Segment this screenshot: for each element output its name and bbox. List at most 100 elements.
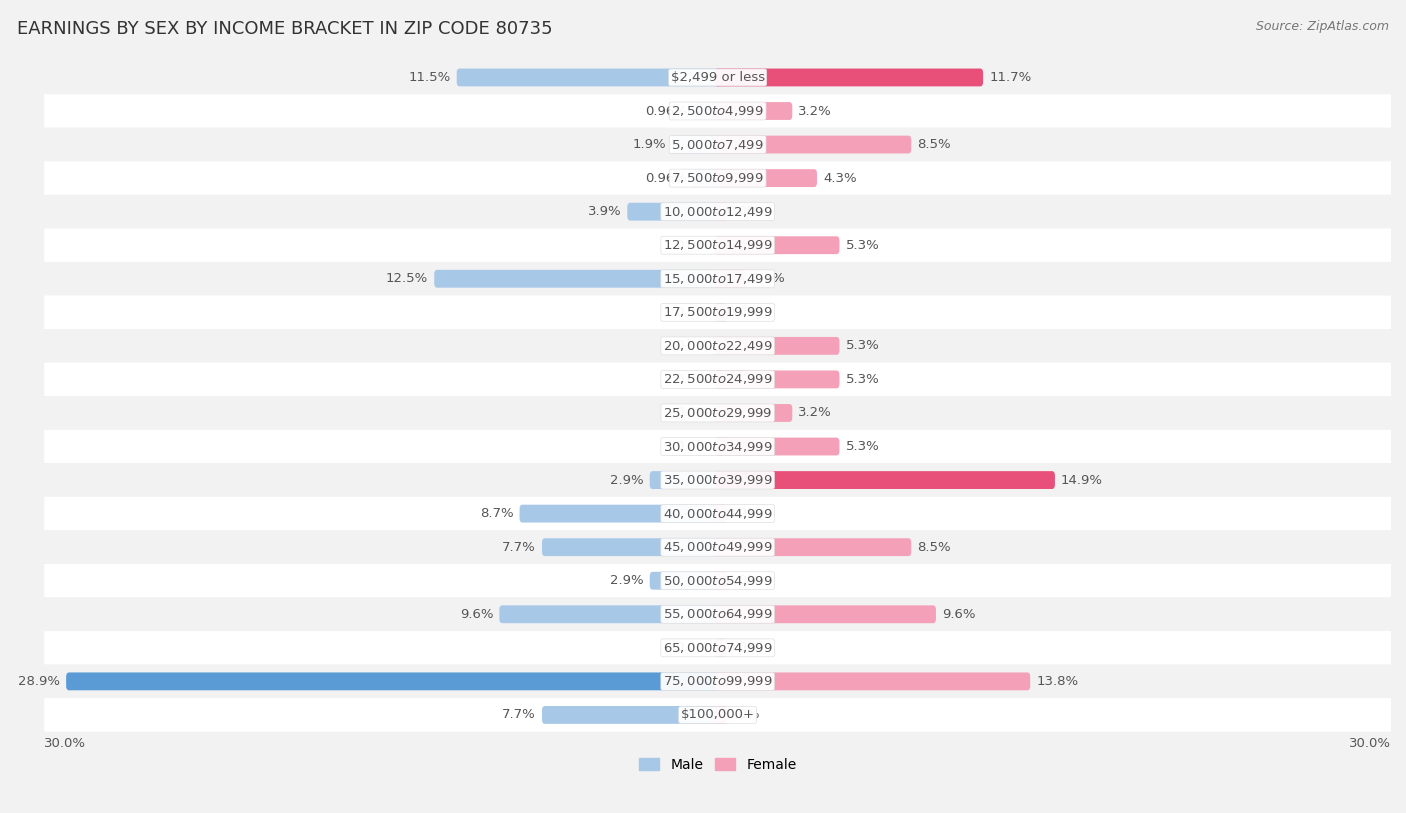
Text: $15,000 to $17,499: $15,000 to $17,499 [662,272,772,285]
Text: 8.7%: 8.7% [479,507,513,520]
FancyBboxPatch shape [714,337,727,354]
FancyBboxPatch shape [44,128,1391,161]
Text: 7.7%: 7.7% [502,541,536,554]
Text: 8.5%: 8.5% [917,541,950,554]
Text: 3.2%: 3.2% [799,105,832,118]
FancyBboxPatch shape [714,437,727,455]
FancyBboxPatch shape [714,706,727,724]
FancyBboxPatch shape [714,371,727,389]
FancyBboxPatch shape [44,94,1391,128]
Text: 0.96%: 0.96% [645,105,688,118]
FancyBboxPatch shape [44,564,1391,598]
FancyBboxPatch shape [541,706,720,724]
FancyBboxPatch shape [650,572,720,589]
FancyBboxPatch shape [44,664,1391,698]
Text: 3.9%: 3.9% [588,205,621,218]
Text: 2.9%: 2.9% [610,574,644,587]
Text: $30,000 to $34,999: $30,000 to $34,999 [662,440,772,454]
Text: 0.0%: 0.0% [675,641,709,654]
FancyBboxPatch shape [714,371,839,389]
Text: 0.0%: 0.0% [675,306,709,319]
Text: $5,000 to $7,499: $5,000 to $7,499 [671,137,763,151]
FancyBboxPatch shape [44,396,1391,430]
FancyBboxPatch shape [714,136,911,154]
FancyBboxPatch shape [650,472,720,489]
FancyBboxPatch shape [714,102,793,120]
Text: 0.0%: 0.0% [675,373,709,386]
FancyBboxPatch shape [44,363,1391,396]
Text: $20,000 to $22,499: $20,000 to $22,499 [662,339,772,353]
FancyBboxPatch shape [44,698,1391,732]
Text: 14.9%: 14.9% [1062,473,1104,486]
FancyBboxPatch shape [714,337,839,354]
Text: 5.3%: 5.3% [845,239,879,252]
FancyBboxPatch shape [44,262,1391,296]
Text: 0.0%: 0.0% [727,306,761,319]
FancyBboxPatch shape [66,672,720,690]
Text: 0.96%: 0.96% [645,172,688,185]
Text: $45,000 to $49,999: $45,000 to $49,999 [662,540,772,554]
Text: $65,000 to $74,999: $65,000 to $74,999 [662,641,772,654]
Text: $2,499 or less: $2,499 or less [671,71,765,84]
Text: 5.3%: 5.3% [845,373,879,386]
Text: $50,000 to $54,999: $50,000 to $54,999 [662,574,772,588]
Text: 12.5%: 12.5% [385,272,427,285]
Text: 0.0%: 0.0% [727,574,761,587]
Text: 1.1%: 1.1% [751,272,785,285]
Text: 13.8%: 13.8% [1036,675,1078,688]
Text: $35,000 to $39,999: $35,000 to $39,999 [662,473,772,487]
FancyBboxPatch shape [714,639,727,657]
FancyBboxPatch shape [714,606,936,624]
FancyBboxPatch shape [44,195,1391,228]
FancyBboxPatch shape [714,505,727,523]
Text: 7.7%: 7.7% [502,708,536,721]
FancyBboxPatch shape [44,530,1391,564]
FancyBboxPatch shape [714,303,727,321]
Text: 0.0%: 0.0% [727,708,761,721]
Text: 9.6%: 9.6% [942,608,976,621]
FancyBboxPatch shape [672,136,720,154]
FancyBboxPatch shape [714,639,727,657]
Text: 0.0%: 0.0% [727,205,761,218]
Text: $17,500 to $19,999: $17,500 to $19,999 [662,306,772,320]
Text: 0.0%: 0.0% [675,406,709,420]
FancyBboxPatch shape [693,102,720,120]
FancyBboxPatch shape [714,303,727,321]
Text: 5.3%: 5.3% [845,440,879,453]
FancyBboxPatch shape [44,161,1391,195]
FancyBboxPatch shape [714,404,727,422]
Text: $55,000 to $64,999: $55,000 to $64,999 [662,607,772,621]
FancyBboxPatch shape [714,572,727,589]
FancyBboxPatch shape [541,538,720,556]
FancyBboxPatch shape [714,437,839,455]
Text: EARNINGS BY SEX BY INCOME BRACKET IN ZIP CODE 80735: EARNINGS BY SEX BY INCOME BRACKET IN ZIP… [17,20,553,38]
FancyBboxPatch shape [44,228,1391,262]
Text: $12,500 to $14,999: $12,500 to $14,999 [662,238,772,252]
FancyBboxPatch shape [714,202,727,220]
Text: 0.0%: 0.0% [675,239,709,252]
Text: 9.6%: 9.6% [460,608,494,621]
FancyBboxPatch shape [457,68,720,86]
FancyBboxPatch shape [44,296,1391,329]
Text: 1.9%: 1.9% [633,138,666,151]
FancyBboxPatch shape [44,497,1391,530]
Text: 0.0%: 0.0% [727,641,761,654]
FancyBboxPatch shape [714,404,793,422]
Text: $40,000 to $44,999: $40,000 to $44,999 [662,506,772,520]
Text: 11.5%: 11.5% [408,71,450,84]
FancyBboxPatch shape [714,672,1031,690]
FancyBboxPatch shape [627,202,720,220]
Text: $2,500 to $4,999: $2,500 to $4,999 [671,104,763,118]
FancyBboxPatch shape [693,169,720,187]
Text: $100,000+: $100,000+ [681,708,755,721]
Text: 0.0%: 0.0% [675,339,709,352]
Text: 30.0%: 30.0% [1348,737,1391,750]
Text: $22,500 to $24,999: $22,500 to $24,999 [662,372,772,386]
FancyBboxPatch shape [44,61,1391,94]
Text: $10,000 to $12,499: $10,000 to $12,499 [662,205,772,219]
Text: $25,000 to $29,999: $25,000 to $29,999 [664,406,772,420]
FancyBboxPatch shape [714,237,727,254]
FancyBboxPatch shape [44,329,1391,363]
Text: 28.9%: 28.9% [18,675,60,688]
Text: 0.0%: 0.0% [675,440,709,453]
